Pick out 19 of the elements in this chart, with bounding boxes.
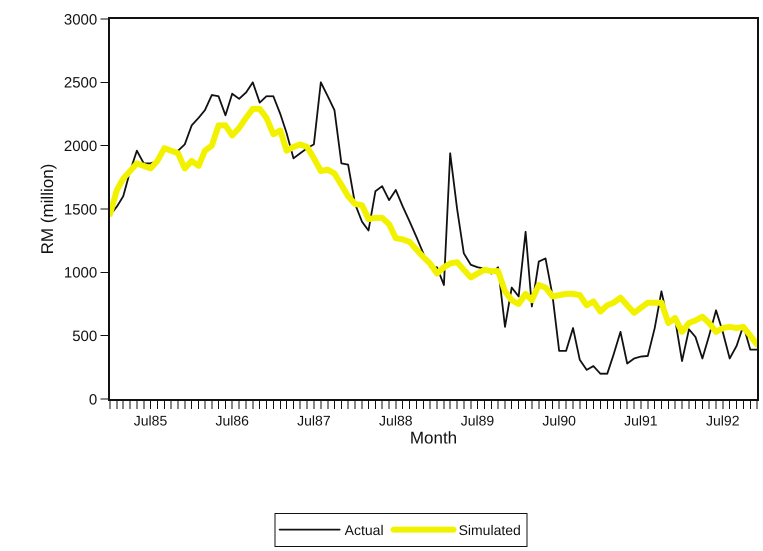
x-tick-label: Jul90 [542,412,576,429]
x-tick-label: Jul92 [706,412,740,429]
x-tick-label: Jul88 [379,412,413,429]
y-tick-label: 2500 [64,74,98,92]
x-tick-label: Jul91 [624,412,658,429]
x-tick-label: Jul86 [215,412,250,429]
y-tick-label: 500 [72,328,98,345]
legend-label: Simulated [458,522,521,538]
x-tick-label: Jul89 [460,412,494,429]
y-tick-label: 3000 [64,11,98,28]
y-axis-title: RM (million) [38,164,57,254]
y-tick-label: 1500 [64,201,98,218]
x-axis-title: Month [410,428,458,448]
x-tick-label: Jul85 [134,412,168,429]
y-tick-label: 1000 [64,264,98,282]
y-tick-label: 0 [88,391,98,408]
legend-label: Actual [344,522,384,538]
x-tick-label: Jul87 [297,412,331,429]
y-tick-label: 2000 [64,138,98,155]
